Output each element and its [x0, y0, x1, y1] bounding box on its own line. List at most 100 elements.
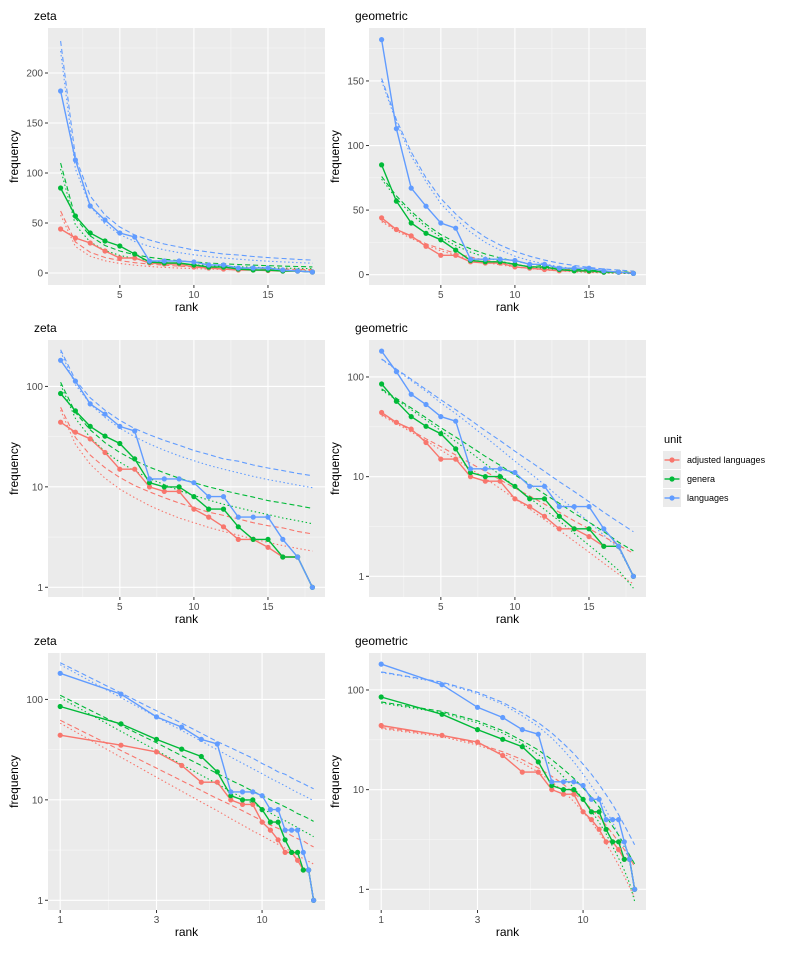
data-point-languages — [627, 856, 633, 862]
data-point-languages — [153, 714, 160, 720]
data-point-adjusted — [500, 752, 506, 759]
data-point-genera — [423, 423, 429, 429]
data-point-adjusted — [527, 504, 533, 510]
y-tick-label: 1 — [37, 896, 43, 907]
data-point-genera — [295, 849, 301, 856]
data-point-adjusted — [556, 526, 562, 532]
data-point-adjusted — [541, 513, 548, 519]
y-tick-label: 10 — [353, 785, 365, 796]
panel-title: zeta — [34, 321, 57, 335]
data-point-genera — [117, 440, 123, 447]
data-point-adjusted — [497, 478, 503, 484]
data-point-genera — [259, 807, 265, 813]
data-point-adjusted — [408, 426, 414, 432]
data-point-adjusted — [535, 769, 541, 775]
data-point-genera — [408, 414, 414, 420]
plot-area — [378, 661, 638, 902]
data-point-adjusted — [560, 791, 567, 797]
data-point-languages — [235, 265, 241, 271]
data-point-adjusted — [423, 243, 429, 249]
fitted-dashed-languages-line — [60, 40, 313, 261]
data-point-languages — [57, 670, 63, 676]
data-point-genera — [102, 433, 108, 439]
y-tick-label: 1 — [37, 583, 43, 594]
data-point-languages — [102, 411, 108, 417]
data-point-adjusted — [214, 779, 220, 785]
data-point-languages — [616, 543, 622, 549]
data-point-languages — [311, 897, 317, 903]
data-point-adjusted — [586, 534, 592, 540]
x-tick-label: 5 — [438, 290, 444, 301]
data-point-adjusted — [250, 801, 256, 808]
data-point-genera — [280, 554, 286, 560]
data-point-languages — [438, 414, 444, 420]
data-point-genera — [198, 753, 204, 760]
data-point-languages — [275, 807, 281, 813]
data-point-adjusted — [467, 474, 474, 480]
x-tick-label: 15 — [262, 290, 274, 301]
data-point-languages — [588, 796, 595, 802]
data-point-genera — [596, 809, 602, 815]
data-point-genera — [556, 513, 562, 519]
data-point-languages — [379, 348, 385, 354]
data-point-languages — [132, 428, 138, 434]
data-point-genera — [282, 837, 288, 843]
data-point-languages — [616, 269, 622, 275]
data-point-genera — [571, 526, 577, 532]
x-tick-label: 10 — [509, 602, 521, 613]
data-point-languages — [250, 789, 256, 795]
data-point-languages — [408, 391, 414, 397]
y-tick-label: 100 — [26, 382, 43, 393]
data-point-languages — [601, 526, 607, 532]
x-tick-label: 5 — [117, 602, 123, 613]
data-point-languages — [117, 230, 123, 236]
panel-6-geometric-log-log: geometric 1 3 10 1 10 100 rank frequency — [328, 634, 646, 939]
panel-background — [48, 653, 325, 910]
data-point-languages — [556, 265, 562, 271]
data-point-adjusted — [57, 732, 63, 738]
y-tick-label: 200 — [26, 69, 43, 80]
data-point-languages — [527, 261, 533, 267]
data-point-languages — [87, 401, 93, 407]
data-point-adjusted — [603, 839, 609, 845]
panel-title: zeta — [34, 634, 57, 648]
data-point-adjusted — [378, 722, 384, 729]
data-point-genera — [118, 721, 124, 727]
data-point-languages — [596, 796, 602, 802]
data-point-languages — [132, 234, 138, 240]
data-point-languages — [309, 584, 315, 590]
legend-key-point-genera — [669, 476, 675, 482]
data-point-genera — [379, 162, 385, 168]
data-point-languages — [497, 466, 503, 472]
data-point-genera — [423, 230, 429, 236]
y-tick-label: 150 — [347, 76, 364, 87]
data-point-languages — [228, 789, 234, 795]
data-point-languages — [191, 480, 197, 486]
legend-label-genera: genera — [687, 474, 715, 484]
data-point-languages — [267, 807, 273, 813]
fitted-dotted-adjusted-line — [60, 214, 313, 272]
data-point-genera — [616, 839, 622, 845]
data-point-languages — [289, 827, 295, 833]
data-point-adjusted — [58, 226, 64, 232]
data-point-adjusted — [87, 436, 93, 442]
data-point-genera — [393, 198, 399, 204]
data-point-languages — [179, 724, 185, 730]
x-tick-label: 10 — [257, 915, 269, 926]
data-point-languages — [220, 262, 227, 268]
data-point-genera — [588, 809, 595, 815]
data-point-languages — [541, 483, 548, 489]
data-point-genera — [610, 839, 616, 845]
plot-area — [58, 349, 315, 590]
plot-area — [57, 662, 317, 903]
data-point-adjusted — [102, 449, 108, 456]
y-tick-label: 1 — [358, 885, 364, 896]
data-point-languages — [423, 203, 429, 209]
data-point-languages — [560, 779, 567, 785]
data-point-genera — [235, 524, 241, 530]
data-point-languages — [72, 157, 78, 163]
data-point-genera — [438, 431, 444, 437]
data-point-genera — [265, 536, 271, 543]
x-tick-label: 3 — [154, 915, 160, 926]
